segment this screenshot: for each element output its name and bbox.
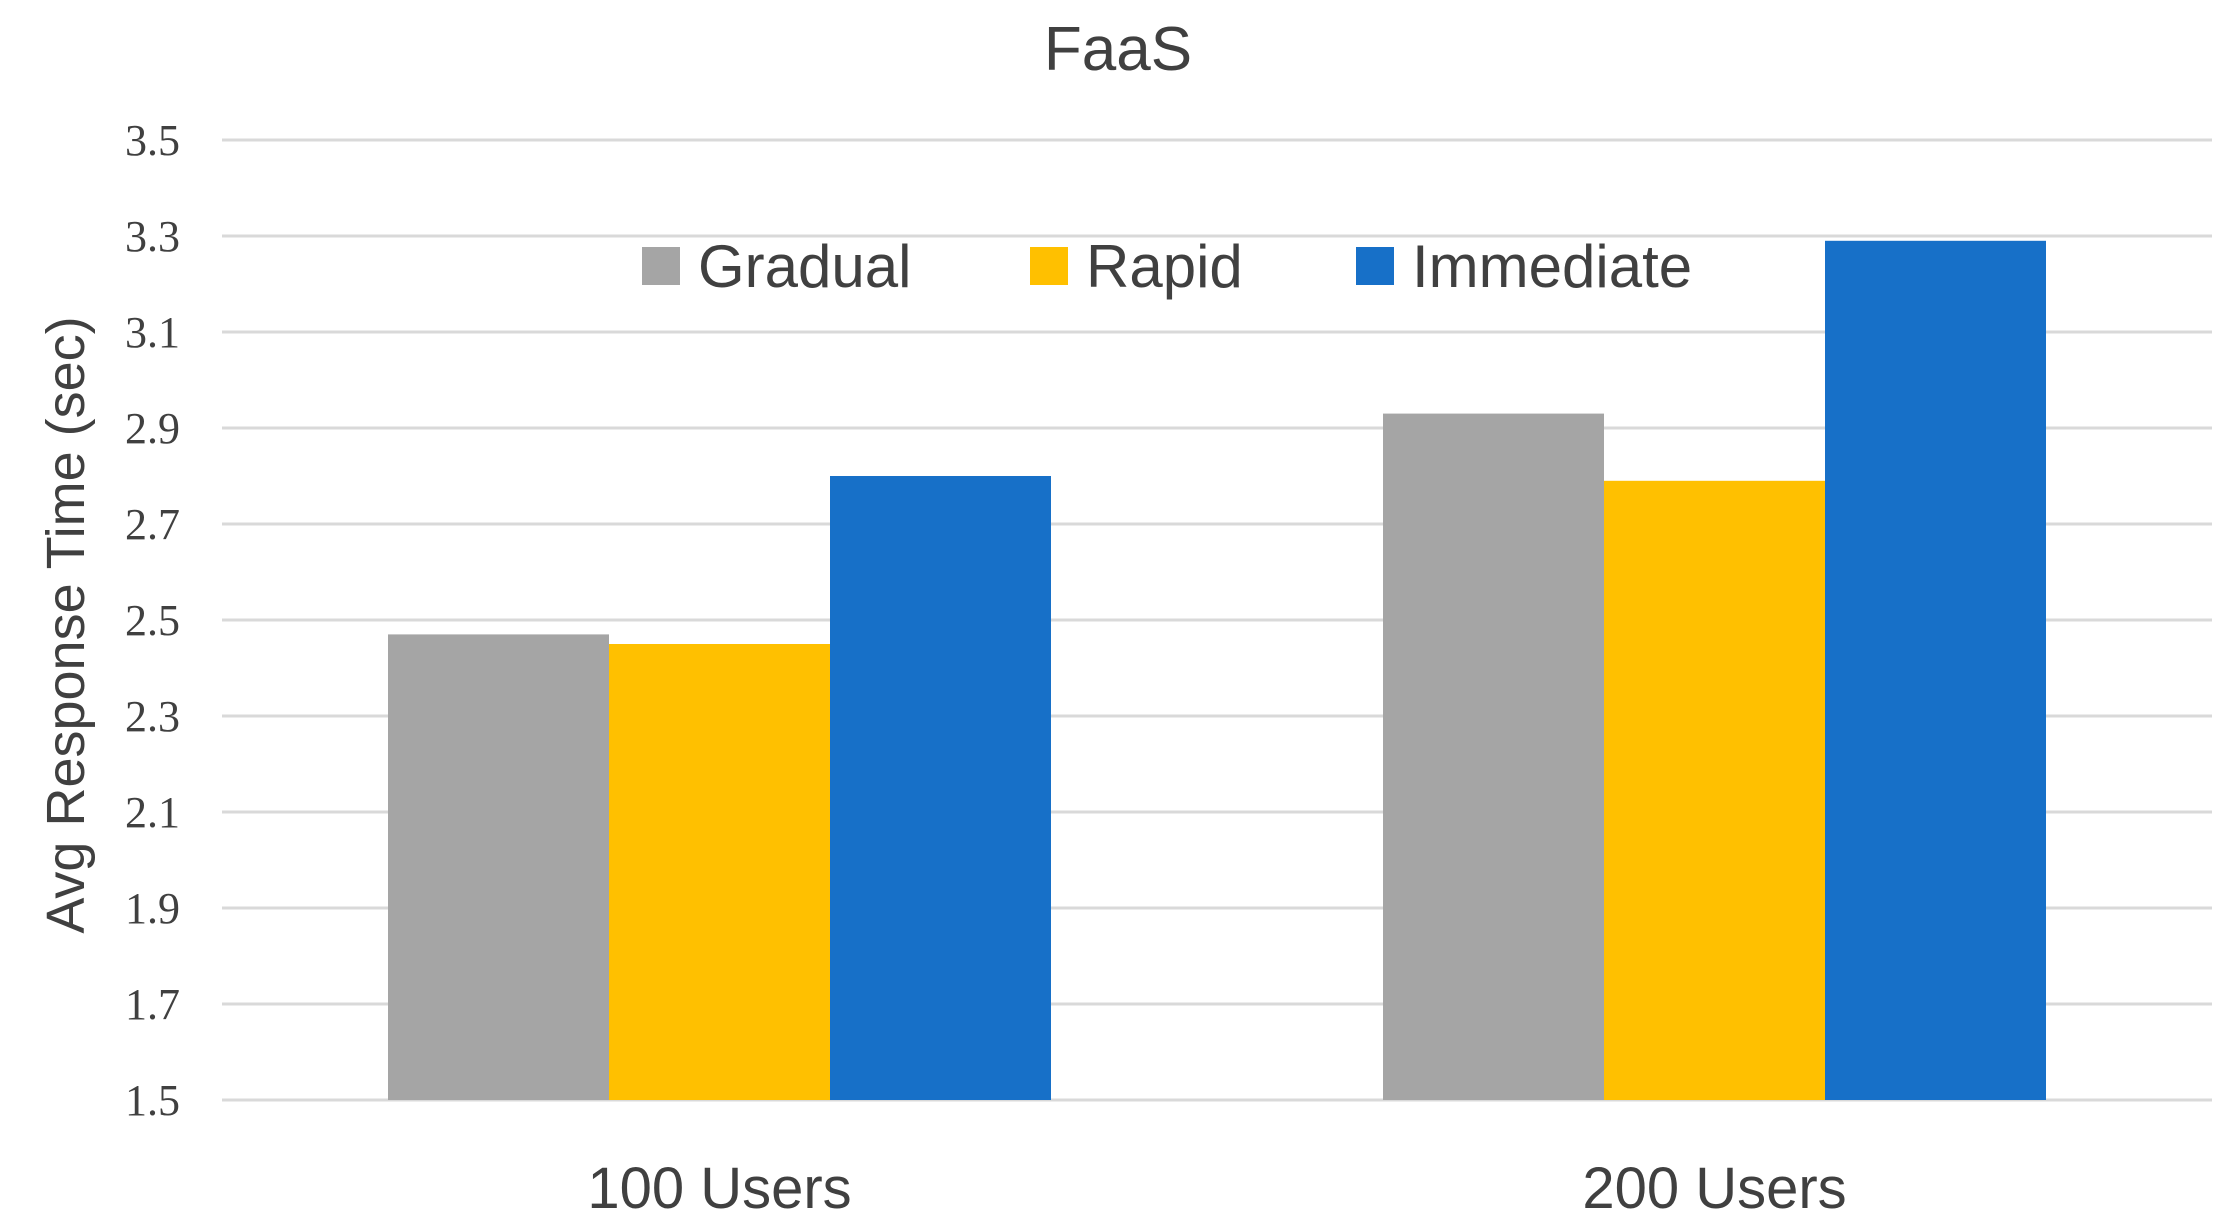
y-axis-ticks: 1.5 1.7 1.9 2.1 2.3 2.5 2.7 2.9 3.1 3.3 3.5 xyxy=(125,116,180,1125)
y-tick-label: 1.9 xyxy=(125,884,180,933)
y-tick-label: 3.5 xyxy=(125,116,180,165)
y-tick-label: 3.3 xyxy=(125,212,180,261)
y-tick-label: 1.7 xyxy=(125,980,180,1029)
legend-swatch xyxy=(1030,247,1068,285)
bar-gradual-100-users xyxy=(388,634,609,1100)
bar-immediate-200-users xyxy=(1825,240,2046,1101)
y-tick-label: 2.3 xyxy=(125,692,180,741)
y-tick-label: 2.5 xyxy=(125,596,180,645)
legend-label: Rapid xyxy=(1086,233,1243,300)
x-tick-label: 100 Users xyxy=(587,1156,851,1221)
bar-gradual-200-users xyxy=(1383,413,1604,1101)
bar-rapid-100-users xyxy=(609,644,830,1100)
legend-item-gradual: Gradual xyxy=(642,233,911,300)
legend: Gradual Rapid Immediate xyxy=(642,233,1692,300)
legend-swatch xyxy=(642,247,680,285)
y-tick-label: 3.1 xyxy=(125,308,180,357)
legend-item-rapid: Rapid xyxy=(1030,233,1243,300)
y-tick-label: 2.7 xyxy=(125,500,180,549)
x-axis-ticks: 100 Users 200 Users xyxy=(587,1156,1846,1221)
legend-label: Immediate xyxy=(1412,233,1692,300)
y-tick-label: 2.9 xyxy=(125,404,180,453)
bar-immediate-100-users xyxy=(830,476,1051,1100)
legend-label: Gradual xyxy=(698,233,911,300)
legend-swatch xyxy=(1356,247,1394,285)
y-tick-label: 2.1 xyxy=(125,788,180,837)
y-axis-label: Avg Response Time (sec) xyxy=(36,316,96,933)
bars xyxy=(388,240,2046,1101)
legend-item-immediate: Immediate xyxy=(1356,233,1692,300)
bar-rapid-200-users xyxy=(1604,480,1825,1100)
y-tick-label: 1.5 xyxy=(125,1076,180,1125)
chart-title: FaaS xyxy=(1044,15,1192,84)
x-tick-label: 200 Users xyxy=(1582,1156,1846,1221)
